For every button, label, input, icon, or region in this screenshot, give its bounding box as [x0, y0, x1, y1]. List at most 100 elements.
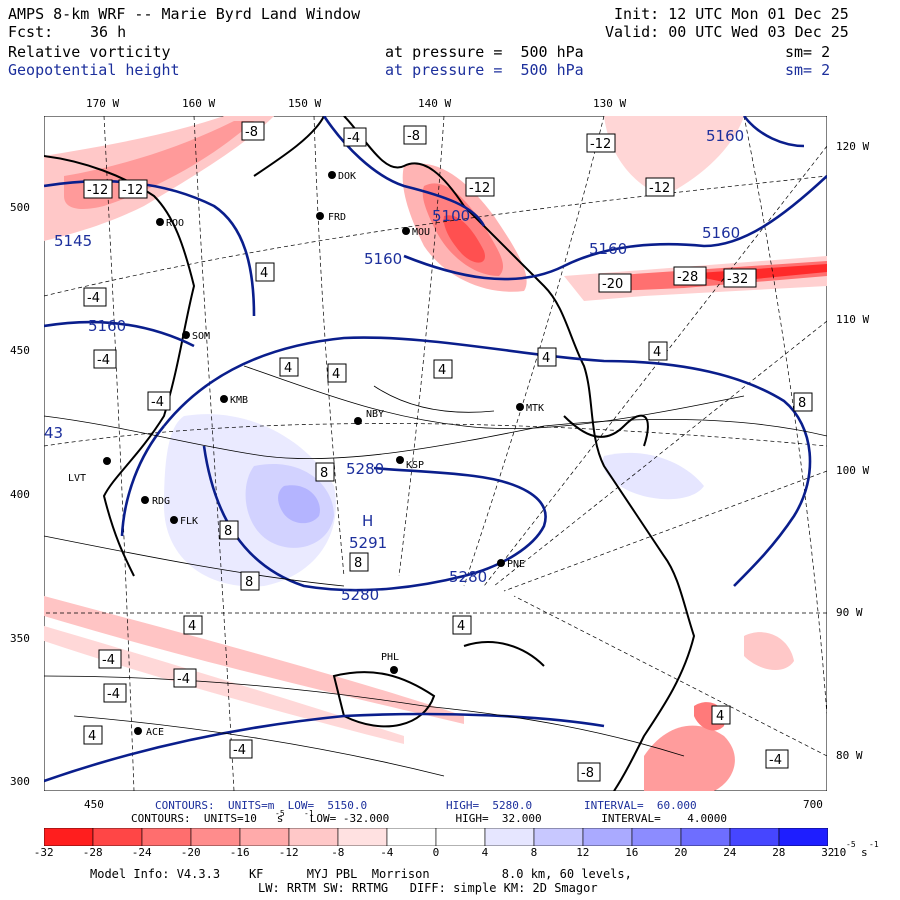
- station-frd-marker: [316, 212, 324, 220]
- station-ace-marker: [134, 727, 142, 735]
- field2-smoothing: sm= 2: [785, 61, 831, 79]
- height-label-5145: 5145: [54, 232, 92, 250]
- vort-label: 4: [457, 619, 465, 634]
- colorbar-label: 28: [772, 846, 786, 859]
- vort-label: -12: [590, 137, 611, 152]
- colorbar-cell: [680, 828, 731, 846]
- height-label-5160-east: 5160: [589, 240, 627, 258]
- station-ace-label: ACE: [146, 727, 164, 738]
- field2-name: Geopotential height: [8, 61, 180, 79]
- vorticity-contours: [44, 365, 827, 777]
- height-label-5160-e2: 5160: [702, 224, 740, 242]
- height-label-5291: 5291: [349, 534, 387, 552]
- height-label-5280-b: 5280: [449, 568, 487, 586]
- lon-label-110w: 110 W: [836, 313, 870, 326]
- colorbar-cell: [484, 828, 535, 846]
- vorticity-labels: -8 -4 -8 -12 -12 -12 -12 -12 -20 -28 -32…: [83, 121, 813, 782]
- y-tick-500: 500: [10, 201, 30, 214]
- colorbar-cell: [533, 828, 584, 846]
- vort-label: -4: [769, 753, 782, 768]
- lon-label-160w: 160 W: [182, 97, 216, 110]
- geopotential-height-contours: [44, 116, 827, 783]
- colorbar-cell: [582, 828, 633, 846]
- station-kmb-marker: [220, 395, 228, 403]
- y-tick-400: 400: [10, 488, 30, 501]
- lon-label-170w: 170 W: [86, 97, 120, 110]
- vort-label: 4: [284, 361, 292, 376]
- station-ksp-label: KSP: [406, 460, 424, 471]
- high-center-marker: H: [362, 512, 373, 530]
- station-mou-marker: [402, 227, 410, 235]
- vort-label: -4: [87, 291, 100, 306]
- vort-label: -4: [177, 672, 190, 687]
- field1-level: at pressure = 500 hPa: [385, 43, 584, 61]
- station-kmb-label: KMB: [230, 395, 248, 406]
- vort-label: -4: [151, 395, 164, 410]
- vort-label: -12: [469, 181, 490, 196]
- edge-label-43: 43: [44, 424, 63, 442]
- vort-label: 4: [653, 345, 661, 360]
- contour-info-height-high: HIGH= 5280.0: [446, 799, 533, 812]
- colorbar-cell: [386, 828, 437, 846]
- station-flk-label: FLK: [180, 516, 198, 527]
- lon-label-150w: 150 W: [288, 97, 322, 110]
- height-label-5160-center: 5160: [364, 250, 402, 268]
- colorbar-units-tail-exp: -1: [869, 840, 879, 849]
- station-frd-label: FRD: [328, 212, 346, 223]
- station-rdg-marker: [141, 496, 149, 504]
- colorbar-cell: [141, 828, 192, 846]
- field1-smoothing: sm= 2: [785, 43, 831, 61]
- vort-label: 8: [798, 396, 806, 411]
- lon-label-80w: 80 W: [836, 749, 863, 762]
- vort-label: 8: [320, 466, 328, 481]
- station-nby-marker: [354, 417, 362, 425]
- station-ksp-marker: [396, 456, 404, 464]
- vort-label: -8: [245, 125, 258, 140]
- lon-label-140w: 140 W: [418, 97, 452, 110]
- colorbar-label: -28: [82, 846, 103, 859]
- station-lvt-label: LVT: [68, 473, 86, 484]
- colorbar-units-exp: -5: [846, 840, 856, 849]
- colorbar-cell: [631, 828, 682, 846]
- y-tick-450: 450: [10, 344, 30, 357]
- colorbar-label: 24: [723, 846, 737, 859]
- station-som-marker: [182, 331, 190, 339]
- colorbar-cells: [44, 828, 828, 846]
- colorbar-label: -32: [33, 846, 54, 859]
- model-info-line1: Model Info: V4.3.3 KF MYJ PBL Morrison 8…: [90, 867, 632, 881]
- colorbar-label: 32: [821, 846, 835, 859]
- colorbar-cell: [778, 828, 828, 846]
- map-title: AMPS 8-km WRF -- Marie Byrd Land Window: [8, 5, 361, 23]
- colorbar-label: 16: [625, 846, 639, 859]
- contour-info-exp2: -1: [304, 809, 314, 818]
- vort-label: 8: [224, 524, 232, 539]
- vort-label: 4: [542, 351, 550, 366]
- station-nby-label: NBY: [366, 409, 384, 420]
- height-label-5280-a: 5280: [346, 460, 384, 478]
- height-label-5280-c: 5280: [341, 586, 379, 604]
- colorbar-cell: [337, 828, 388, 846]
- vort-label: -28: [677, 270, 698, 285]
- contour-info-height-interval: INTERVAL= 60.000: [584, 799, 697, 812]
- y-tick-350: 350: [10, 632, 30, 645]
- station-mou-label: MOU: [412, 227, 430, 238]
- colorbar-cell: [288, 828, 339, 846]
- vort-label: 8: [245, 575, 253, 590]
- lon-label-130w: 130 W: [593, 97, 627, 110]
- lon-label-100w: 100 W: [836, 464, 870, 477]
- contour-info-exp1: -5: [275, 809, 285, 818]
- lon-label-120w: 120 W: [836, 140, 870, 153]
- vort-label: 4: [260, 266, 268, 281]
- contour-info-height-label: CONTOURS:: [155, 799, 215, 812]
- vort-label: 4: [88, 729, 96, 744]
- colorbar-label: -20: [180, 846, 201, 859]
- x-tick-700: 700: [803, 798, 823, 811]
- station-phl-label: PHL: [381, 652, 399, 663]
- station-markers: ROO SOM KMB NBY FRD DOK MOU MTK KSP PNE …: [68, 171, 544, 738]
- vort-label: -8: [581, 766, 594, 781]
- colorbar-cell: [729, 828, 780, 846]
- vort-label: -4: [97, 353, 110, 368]
- station-roo-label: ROO: [166, 218, 184, 229]
- lon-label-90w: 90 W: [836, 606, 863, 619]
- vort-label: -4: [347, 131, 360, 146]
